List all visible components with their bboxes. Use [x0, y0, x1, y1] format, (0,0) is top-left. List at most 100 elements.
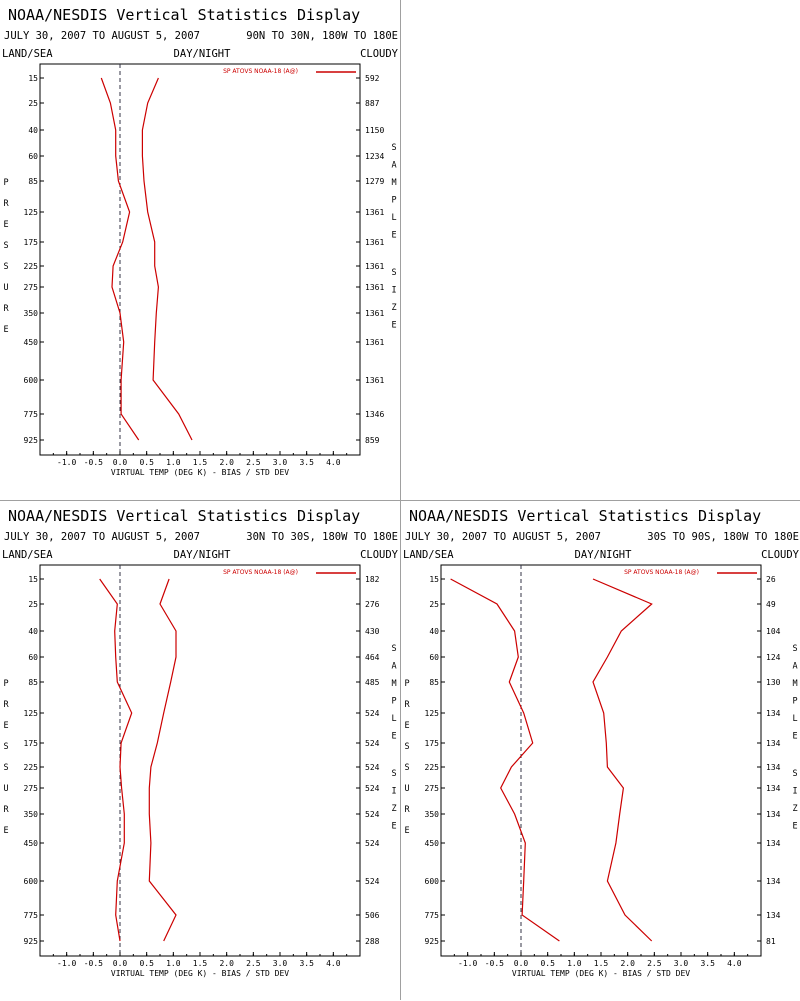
sample-size-label: 130 [766, 678, 781, 687]
pressure-letter: R [404, 700, 410, 710]
sample-size-label: 524 [365, 810, 380, 819]
pressure-tick-label: 15 [28, 74, 38, 83]
sample-letter: E [792, 732, 797, 742]
pressure-tick-label: 450 [24, 839, 39, 848]
pressure-tick-label: 225 [24, 763, 39, 772]
pressure-tick-label: 775 [24, 410, 39, 419]
x-axis-label: VIRTUAL TEMP (DEG K) - BIAS / STD DEV [111, 969, 289, 978]
sample-size-label: 49 [766, 600, 776, 609]
day-night-label: DAY/NIGHT [174, 48, 232, 60]
size-letter: Z [391, 804, 396, 814]
pressure-tick-label: 175 [24, 238, 39, 247]
sample-size-label: 524 [365, 709, 380, 718]
x-axis-label: VIRTUAL TEMP (DEG K) - BIAS / STD DEV [512, 969, 690, 978]
pressure-tick-label: 85 [429, 678, 439, 687]
region-label: 90N TO 30N, 180W TO 180E [246, 30, 398, 42]
cloudy-label: CLOUDY [761, 549, 800, 561]
std-dev-series-line [592, 578, 653, 942]
sample-size-label: 1361 [365, 376, 384, 385]
plot-frame [440, 564, 762, 957]
x-tick-label: 0.0 [113, 458, 128, 467]
panel-30s-90s: NOAA/NESDIS Vertical Statistics Display J… [401, 501, 800, 1001]
size-letter: I [391, 286, 396, 296]
bias-series-line [99, 578, 133, 942]
pressure-tick-label: 60 [28, 152, 38, 161]
sample-size-label: 430 [365, 627, 380, 636]
x-tick-label: 0.5 [139, 458, 154, 467]
chart-svg: NOAA/NESDIS Vertical Statistics Display J… [2, 507, 399, 978]
pressure-tick-label: 225 [425, 763, 440, 772]
sample-letter: P [391, 196, 396, 206]
x-tick-label: 2.0 [620, 959, 635, 968]
pressure-letter: P [404, 679, 409, 689]
chart-title: NOAA/NESDIS Vertical Statistics Display [8, 507, 360, 525]
sample-size-label: 1361 [365, 338, 384, 347]
x-tick-label: -0.5 [84, 959, 103, 968]
pressure-letter: E [3, 325, 8, 335]
sample-letter: E [391, 231, 396, 241]
pressure-letter: R [3, 304, 9, 314]
cloudy-label: CLOUDY [360, 549, 399, 561]
x-tick-label: 2.0 [219, 458, 234, 467]
sample-size-label: 592 [365, 74, 380, 83]
pressure-tick-label: 225 [24, 262, 39, 271]
sample-size-label: 81 [766, 937, 776, 946]
pressure-tick-label: 450 [425, 839, 440, 848]
pressure-tick-label: 600 [425, 877, 440, 886]
x-tick-label: 1.0 [567, 959, 582, 968]
pressure-tick-label: 25 [28, 99, 38, 108]
sample-letter: E [391, 732, 396, 742]
x-tick-label: 1.5 [193, 458, 208, 467]
pressure-tick-label: 175 [425, 739, 440, 748]
sample-size-label: 1361 [365, 238, 384, 247]
pressure-tick-label: 775 [425, 911, 440, 920]
pressure-tick-label: 925 [24, 937, 39, 946]
plot-frame [39, 564, 361, 957]
size-letter: E [391, 822, 396, 832]
sample-size-label: 1361 [365, 208, 384, 217]
std-dev-series-line [141, 77, 193, 441]
panel-90n-30n: NOAA/NESDIS Vertical Statistics Display J… [0, 0, 400, 500]
pressure-tick-label: 25 [429, 600, 439, 609]
x-tick-label: 0.5 [139, 959, 154, 968]
pressure-letter: S [404, 763, 409, 773]
x-tick-label: 0.0 [514, 959, 529, 968]
day-night-label: DAY/NIGHT [575, 549, 633, 561]
pressure-tick-label: 275 [425, 784, 440, 793]
pressure-tick-label: 60 [429, 653, 439, 662]
sample-letter: L [391, 213, 396, 223]
size-letter: S [792, 769, 797, 779]
pressure-letter: S [3, 241, 8, 251]
x-tick-label: 4.0 [326, 959, 341, 968]
sample-size-label: 1361 [365, 262, 384, 271]
size-letter: S [391, 769, 396, 779]
pressure-tick-label: 40 [28, 627, 38, 636]
x-tick-label: 3.5 [700, 959, 715, 968]
x-tick-label: -0.5 [84, 458, 103, 467]
pressure-tick-label: 925 [425, 937, 440, 946]
x-tick-label: 1.5 [594, 959, 609, 968]
day-night-label: DAY/NIGHT [174, 549, 232, 561]
sample-size-label: 134 [766, 839, 781, 848]
pressure-letter: E [404, 721, 409, 731]
pressure-letter: P [3, 679, 8, 689]
pressure-letter: S [3, 763, 8, 773]
x-tick-label: 4.0 [326, 458, 341, 467]
sample-letter: A [391, 662, 396, 672]
pressure-letter: S [404, 742, 409, 752]
pressure-letter: R [3, 700, 9, 710]
sample-letter: S [792, 644, 797, 654]
sample-letter: M [391, 178, 396, 188]
date-range: JULY 30, 2007 TO AUGUST 5, 2007 [4, 531, 200, 543]
sample-size-label: 134 [766, 709, 781, 718]
x-axis-label: VIRTUAL TEMP (DEG K) - BIAS / STD DEV [111, 468, 289, 477]
pressure-tick-label: 125 [425, 709, 440, 718]
pressure-tick-label: 60 [28, 653, 38, 662]
chart-svg: NOAA/NESDIS Vertical Statistics Display J… [403, 507, 800, 978]
pressure-tick-label: 275 [24, 283, 39, 292]
x-tick-label: 1.5 [193, 959, 208, 968]
sample-size-label: 288 [365, 937, 380, 946]
x-tick-label: 0.5 [540, 959, 555, 968]
x-tick-label: -1.0 [57, 959, 76, 968]
x-tick-label: 3.0 [674, 959, 689, 968]
